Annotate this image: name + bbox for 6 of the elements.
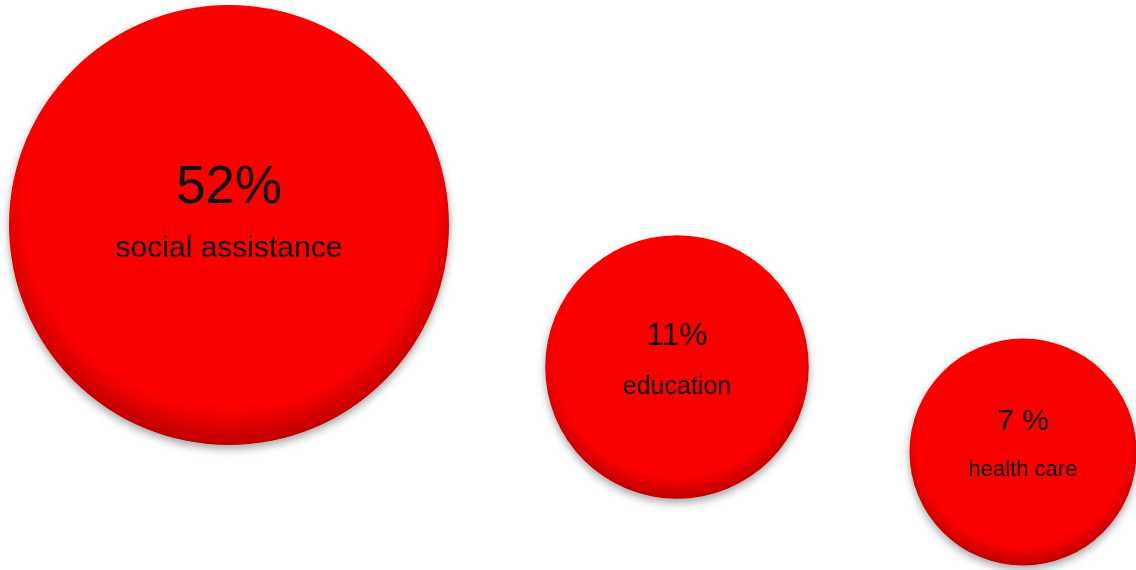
category-label: health care	[968, 456, 1078, 481]
data-label: 7 %	[997, 403, 1049, 436]
data-label: 52%	[176, 155, 282, 214]
data-label: 11%	[646, 316, 708, 352]
category-label: social assistance	[115, 230, 343, 263]
category-label: education	[622, 371, 732, 400]
